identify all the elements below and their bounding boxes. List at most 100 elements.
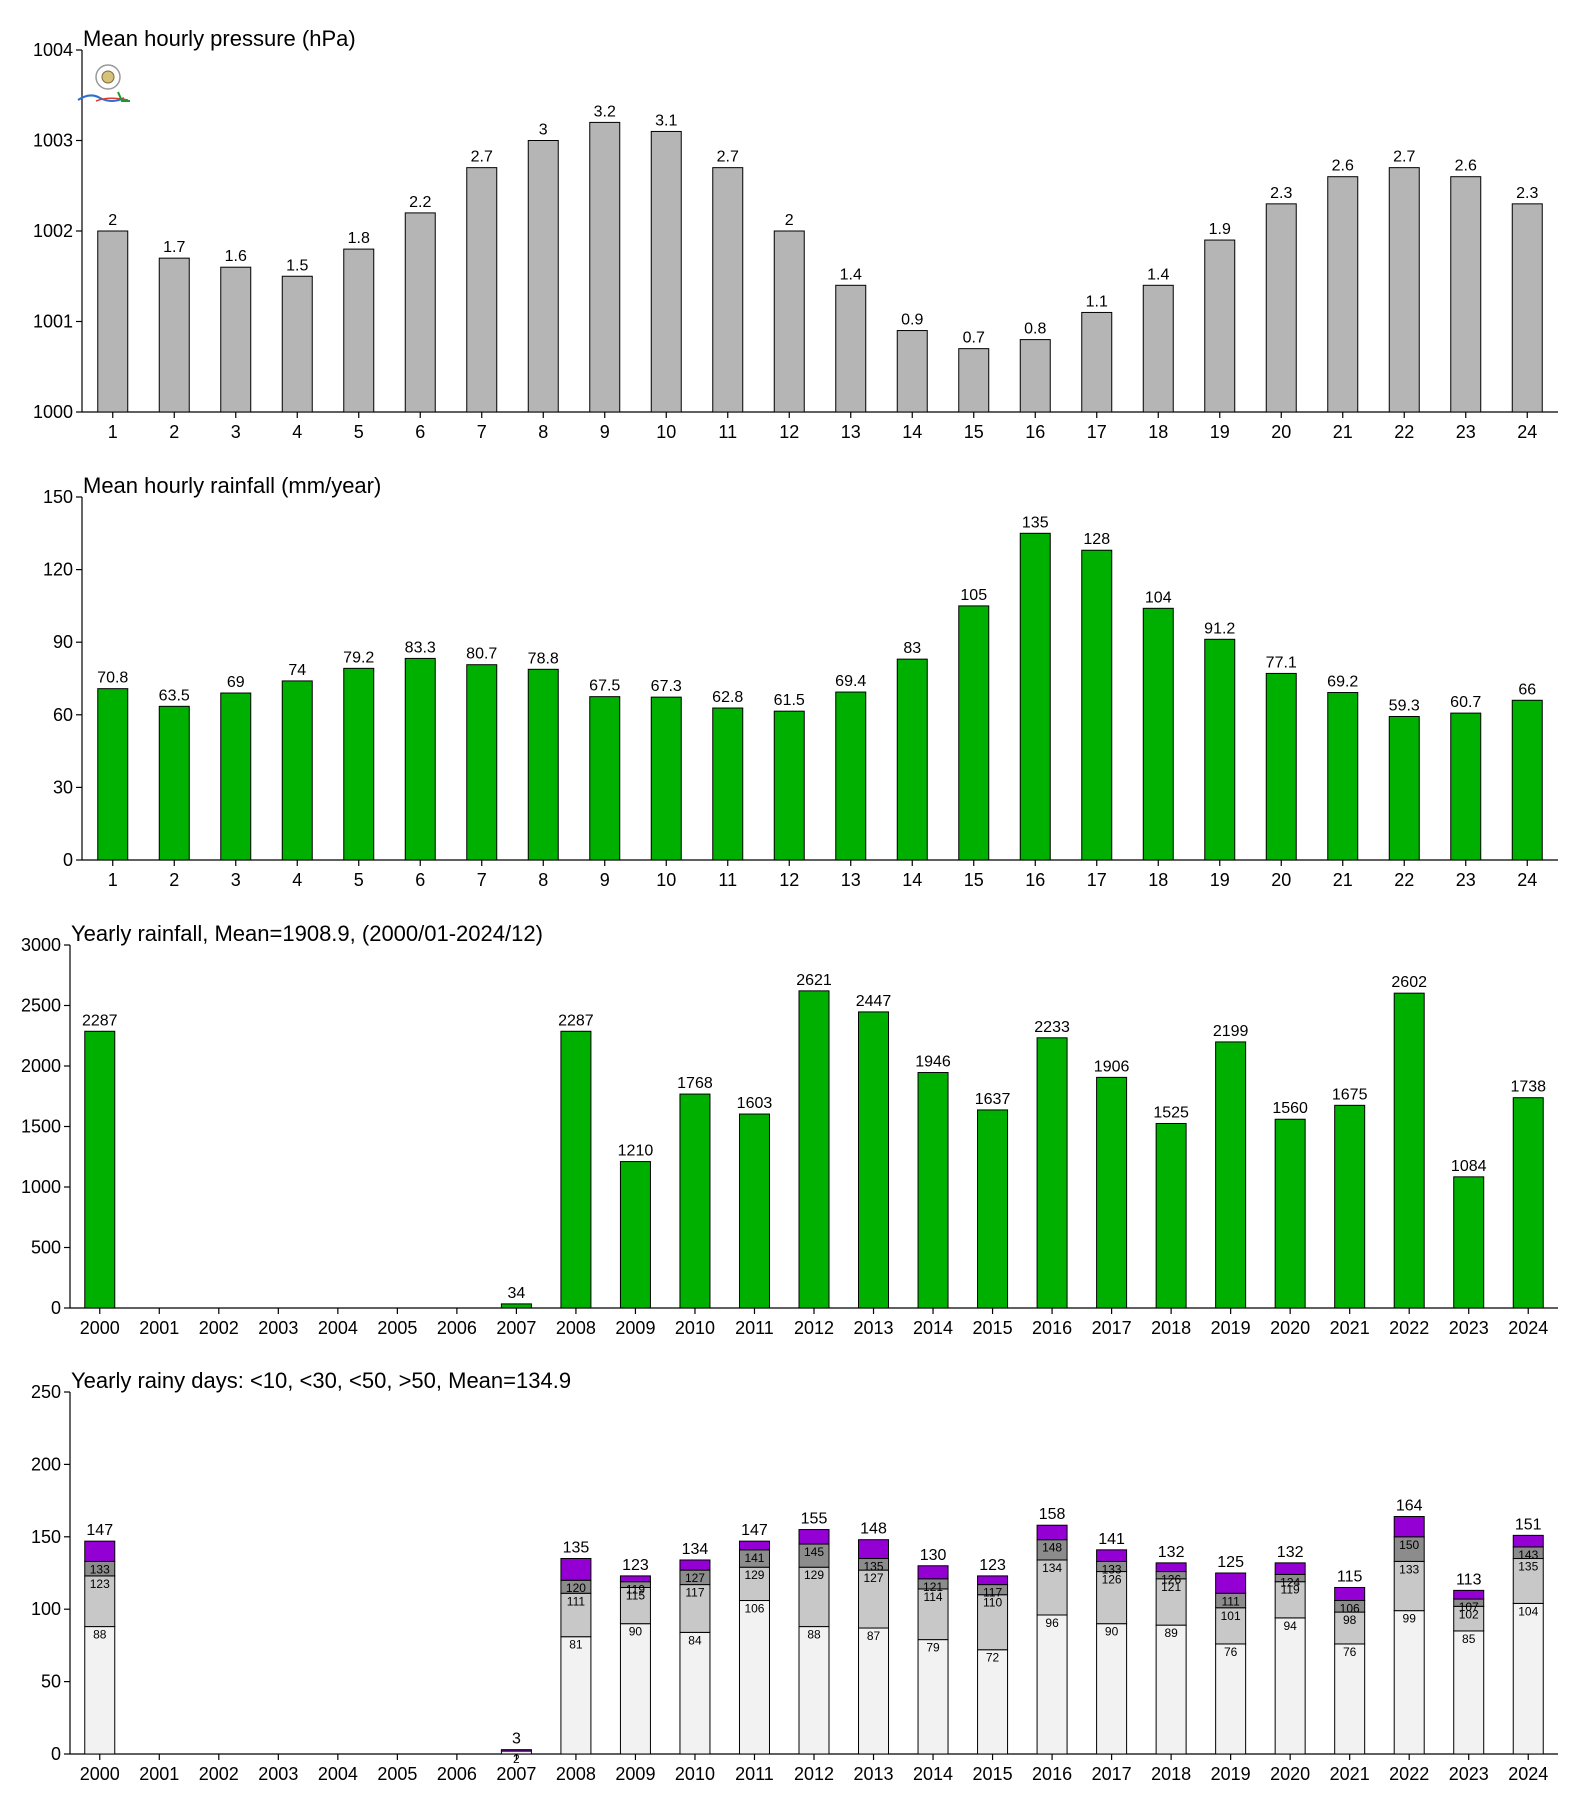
x-tick-label: 2016 (1032, 1764, 1072, 1784)
bar (798, 990, 830, 1309)
segment-value-label: 123 (90, 1577, 110, 1591)
bar-segment-1 (84, 1626, 116, 1755)
y-tick-label: 100 (31, 1599, 61, 1619)
bar-value-label: 2.7 (471, 149, 493, 166)
bar-segment-4 (917, 1565, 949, 1580)
chart-panel-3: 0 500 1000 1500 2000 2500 3000 Yearly rainfall,… (21, 921, 1558, 1338)
x-tick-label: 2 (169, 422, 179, 442)
bar-value-label: 2199 (1213, 1023, 1249, 1040)
bar-value-label: 1906 (1094, 1058, 1130, 1075)
x-tick-label: 15 (964, 870, 984, 890)
x-tick-label: 19 (1210, 422, 1230, 442)
bar (1019, 339, 1051, 413)
bar-segment-1 (1155, 1624, 1187, 1755)
segment-value-label: 127 (864, 1571, 884, 1585)
segment-value-label: 90 (629, 1625, 643, 1639)
bar-value-label: 128 (1083, 531, 1110, 548)
segment-value-label: 143 (1518, 1548, 1538, 1562)
bar (1096, 1076, 1128, 1309)
x-tick-label: 3 (231, 422, 241, 442)
bar-segment-1 (1453, 1630, 1485, 1755)
x-tick-label: 2021 (1330, 1318, 1370, 1338)
segment-value-label: 84 (688, 1633, 702, 1647)
x-tick-label: 23 (1456, 422, 1476, 442)
bar-value-label: 0.8 (1024, 321, 1046, 338)
bar-segment-4 (1036, 1524, 1068, 1541)
bar-value-label: 79.2 (343, 649, 374, 666)
segment-value-label: 133 (1102, 1562, 1122, 1576)
x-tick-label: 1 (108, 870, 118, 890)
bar-value-label: 80.7 (466, 646, 497, 663)
bar-value-label: 61.5 (774, 692, 805, 709)
bar-value-label: 63.5 (159, 687, 190, 704)
bar (917, 1072, 949, 1309)
bar (1142, 284, 1174, 413)
x-tick-label: 9 (600, 870, 610, 890)
bar-value-label: 1.4 (840, 266, 862, 283)
bar-segment-1 (619, 1623, 651, 1755)
bar (527, 668, 559, 861)
bar-segment-1 (679, 1631, 711, 1755)
y-tick-label: 1004 (33, 40, 73, 60)
x-tick-label: 1 (108, 422, 118, 442)
bar-segment-2 (1274, 1581, 1306, 1619)
bar-value-label: 2.7 (717, 149, 739, 166)
bar-total-label: 130 (920, 1547, 947, 1564)
bar-value-label: 135 (1022, 514, 1049, 531)
x-tick-label: 2009 (615, 1764, 655, 1784)
bar (619, 1161, 651, 1309)
x-tick-label: 22 (1394, 422, 1414, 442)
x-tick-label: 17 (1087, 422, 1107, 442)
segment-value-label: 141 (744, 1551, 764, 1565)
x-tick-label: 2018 (1151, 1318, 1191, 1338)
x-tick-label: 2010 (675, 1764, 715, 1784)
segment-value-label: 145 (804, 1545, 824, 1559)
x-tick-label: 2001 (139, 1764, 179, 1784)
y-tick-label: 60 (53, 705, 73, 725)
segment-value-label: 96 (1045, 1616, 1059, 1630)
x-tick-label: 2013 (853, 1318, 893, 1338)
x-tick-label: 2004 (318, 1764, 358, 1784)
x-tick-label: 2024 (1508, 1764, 1548, 1784)
bar-total-label: 132 (1277, 1544, 1304, 1561)
bar-value-label: 1.1 (1086, 293, 1108, 310)
x-tick-label: 2010 (675, 1318, 715, 1338)
y-tick-label: 1003 (33, 131, 73, 151)
segment-value-label: 129 (744, 1568, 764, 1582)
bar-value-label: 105 (960, 587, 987, 604)
x-tick-label: 4 (292, 422, 302, 442)
x-tick-label: 2014 (913, 1318, 953, 1338)
bar (1327, 692, 1359, 861)
x-tick-label: 2009 (615, 1318, 655, 1338)
segment-value-label: 114 (923, 1590, 942, 1604)
bar-value-label: 1637 (975, 1091, 1011, 1108)
bar-value-label: 0.9 (901, 312, 923, 329)
x-tick-label: 2007 (496, 1764, 536, 1784)
y-tick-label: 30 (53, 777, 73, 797)
x-tick-label: 2000 (80, 1318, 120, 1338)
bar (1081, 311, 1113, 413)
x-tick-label: 5 (354, 422, 364, 442)
x-tick-label: 8 (538, 422, 548, 442)
bar-value-label: 1.8 (348, 230, 370, 247)
y-tick-label: 120 (43, 560, 73, 580)
y-tick-label: 1000 (33, 402, 73, 422)
x-tick-label: 2011 (735, 1764, 774, 1784)
x-tick-label: 2000 (80, 1764, 120, 1784)
bar (1142, 607, 1174, 861)
x-tick-label: 2006 (437, 1318, 477, 1338)
segment-value-label: 135 (1518, 1560, 1538, 1574)
x-tick-label: 14 (902, 870, 922, 890)
segment-value-label: 106 (744, 1602, 764, 1616)
segment-value-label: 79 (926, 1641, 940, 1655)
bar (97, 230, 129, 413)
x-tick-label: 2005 (377, 1764, 417, 1784)
bar-segment-1 (738, 1600, 770, 1755)
bar (712, 707, 744, 861)
segment-value-label: 94 (1283, 1619, 1297, 1633)
x-tick-label: 2002 (199, 1764, 239, 1784)
bar (404, 657, 436, 861)
bar-segment-4 (1453, 1589, 1485, 1600)
x-tick-label: 2012 (794, 1318, 834, 1338)
